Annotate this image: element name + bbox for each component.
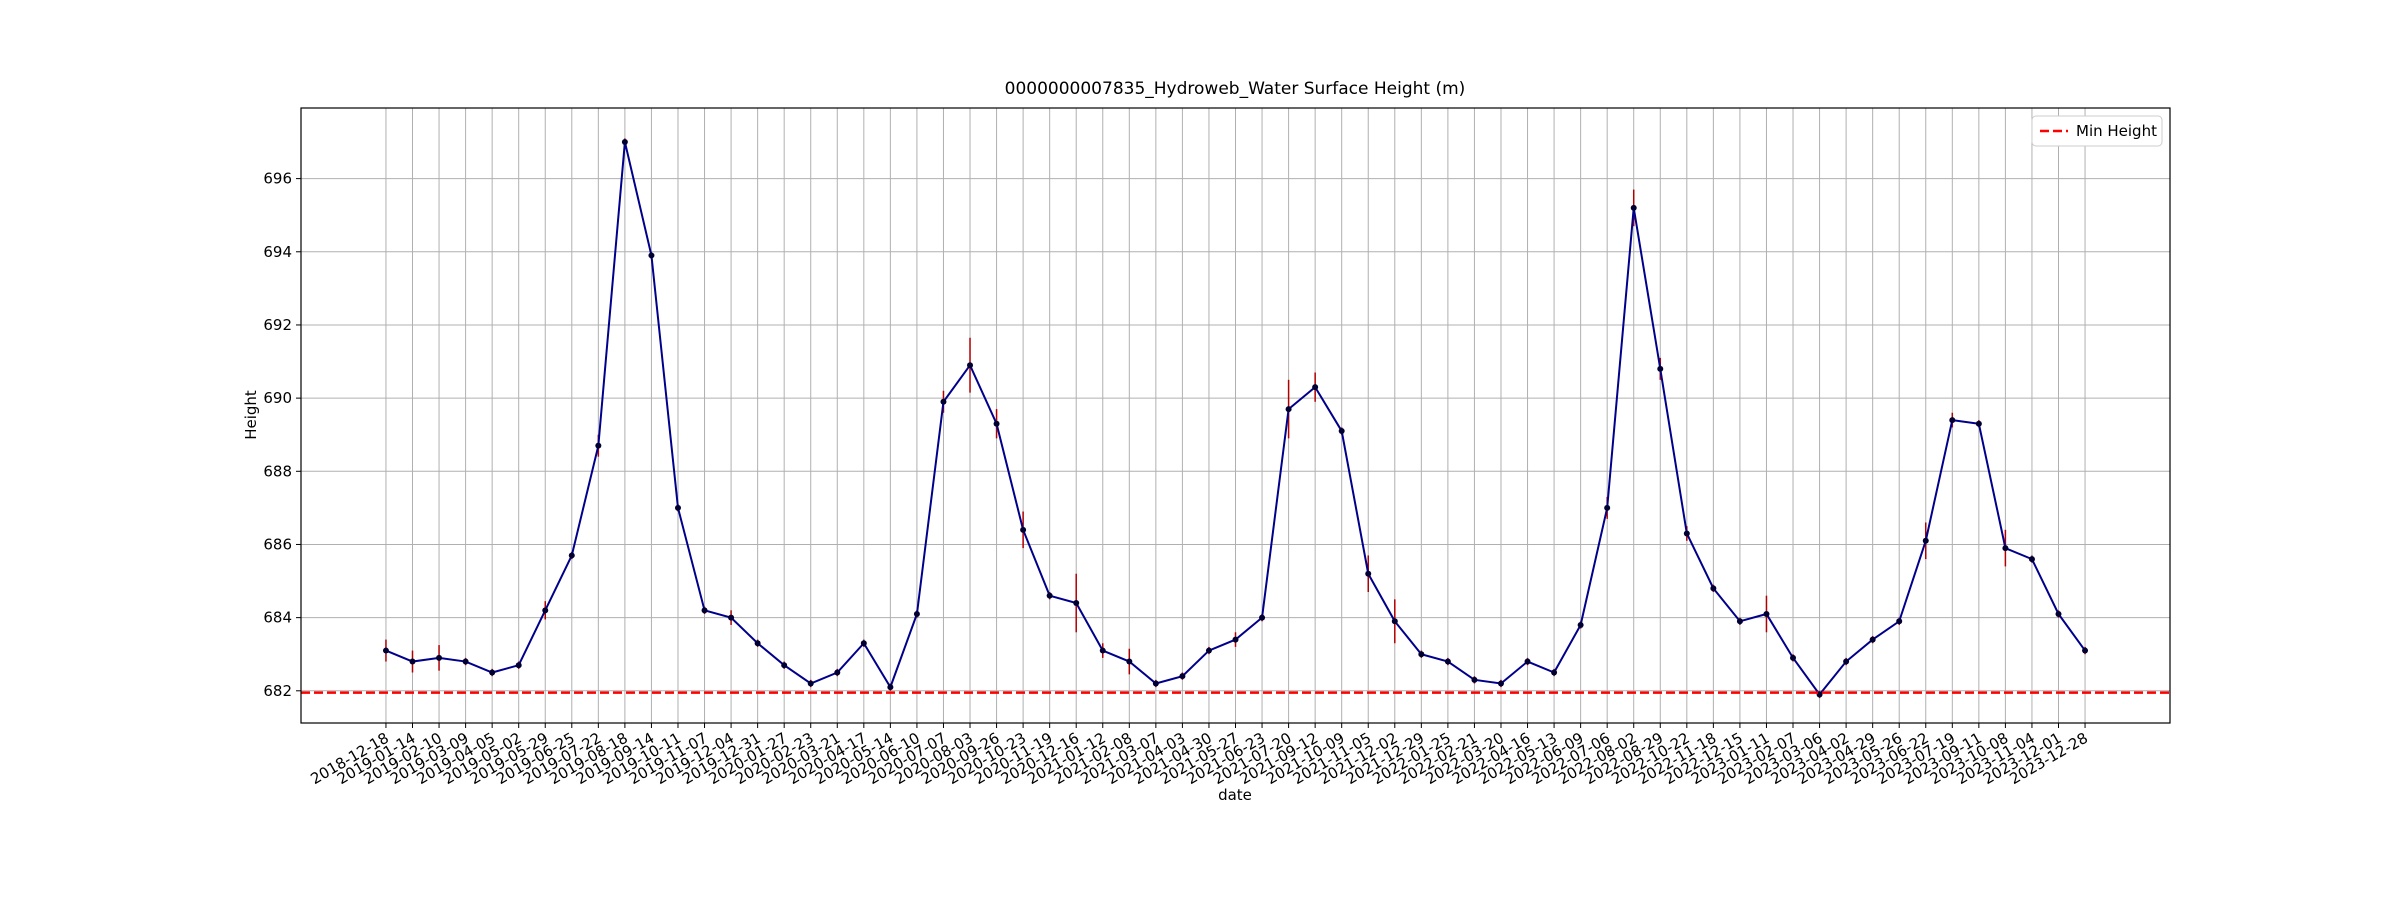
point	[1152, 680, 1159, 687]
point	[1020, 526, 1027, 533]
y-tick-label: 690	[263, 389, 292, 407]
point	[1232, 636, 1239, 643]
point	[1497, 680, 1504, 687]
point	[2082, 647, 2089, 654]
point	[1763, 610, 1770, 617]
point	[807, 680, 814, 687]
point	[1338, 428, 1345, 435]
point	[860, 640, 867, 647]
point	[967, 362, 974, 369]
point	[940, 398, 947, 405]
plot-frame	[300, 107, 2171, 724]
point	[462, 658, 469, 665]
point	[436, 654, 443, 661]
legend-box	[2031, 115, 2163, 147]
point	[568, 552, 575, 559]
y-tick-label: 684	[263, 609, 292, 627]
point	[887, 684, 894, 691]
point	[621, 139, 628, 146]
y-tick-label: 686	[263, 535, 292, 553]
point	[1179, 673, 1186, 680]
point	[1577, 621, 1584, 628]
point	[1285, 406, 1292, 413]
point	[834, 669, 841, 676]
point	[781, 662, 788, 669]
point	[701, 607, 708, 614]
point	[2055, 610, 2062, 617]
point	[1710, 585, 1717, 592]
point	[1126, 658, 1133, 665]
point	[1975, 420, 1982, 427]
point	[1816, 691, 1823, 698]
point	[1896, 618, 1903, 625]
point	[1922, 537, 1929, 544]
point	[1604, 504, 1611, 511]
point	[1843, 658, 1850, 665]
point	[595, 442, 602, 449]
point	[754, 640, 761, 647]
point	[913, 610, 920, 617]
point	[489, 669, 496, 676]
y-tick-label: 682	[263, 682, 292, 700]
point	[542, 607, 549, 614]
y-tick-label: 696	[263, 170, 292, 188]
point	[1736, 618, 1743, 625]
point	[1657, 365, 1664, 372]
point	[1259, 614, 1266, 621]
point	[2002, 545, 2009, 552]
x-axis-label: date	[1218, 786, 1252, 804]
point	[674, 504, 681, 511]
y-axis-label: Height	[242, 390, 260, 440]
point	[1471, 676, 1478, 683]
y-tick-label: 688	[263, 462, 292, 480]
legend-label: Min Height	[2076, 122, 2157, 140]
point	[1869, 636, 1876, 643]
point	[728, 614, 735, 621]
point	[382, 647, 389, 654]
chart-title: 0000000007835_Hydroweb_Water Surface Hei…	[1005, 79, 1466, 99]
point	[1551, 669, 1558, 676]
point	[1099, 647, 1106, 654]
point	[515, 662, 522, 669]
y-tick-label: 694	[263, 243, 292, 261]
point	[1949, 417, 1956, 424]
point	[1524, 658, 1531, 665]
point	[2028, 556, 2035, 563]
point	[1312, 384, 1319, 391]
point	[1630, 204, 1637, 211]
y-tick-label: 692	[263, 316, 292, 334]
point	[1683, 530, 1690, 537]
point	[648, 252, 655, 259]
point	[1790, 654, 1797, 661]
point	[993, 420, 1000, 427]
point	[1444, 658, 1451, 665]
point	[1205, 647, 1212, 654]
point	[1073, 600, 1080, 606]
point	[409, 658, 416, 665]
point	[1391, 618, 1398, 625]
point	[1046, 592, 1053, 599]
point	[1418, 651, 1425, 658]
point	[1365, 570, 1372, 577]
